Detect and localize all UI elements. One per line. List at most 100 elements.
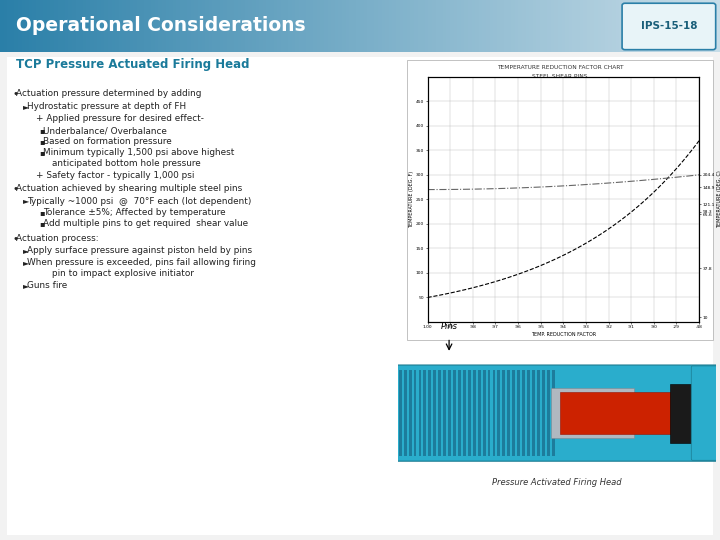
Bar bbox=[399, 370, 402, 456]
X-axis label: TEMP. REDUCTION FACTOR: TEMP. REDUCTION FACTOR bbox=[531, 332, 596, 336]
Bar bbox=[148, 0, 151, 52]
Bar bbox=[688, 0, 691, 52]
Bar bbox=[184, 0, 187, 52]
Bar bbox=[409, 370, 412, 456]
Bar bbox=[32, 0, 36, 52]
Bar bbox=[14, 0, 18, 52]
Bar bbox=[180, 0, 184, 52]
Bar bbox=[662, 0, 666, 52]
Bar bbox=[590, 0, 594, 52]
Bar bbox=[349, 0, 353, 52]
Bar bbox=[616, 0, 619, 52]
Bar bbox=[248, 0, 252, 52]
Text: Add multiple pins to get required  shear value: Add multiple pins to get required shear … bbox=[43, 219, 248, 228]
Bar bbox=[612, 0, 616, 52]
Bar bbox=[133, 0, 137, 52]
Bar bbox=[468, 370, 471, 456]
Bar bbox=[475, 0, 479, 52]
Text: ►: ► bbox=[23, 102, 30, 111]
Bar bbox=[634, 0, 637, 52]
Bar bbox=[306, 0, 310, 52]
Bar bbox=[463, 370, 466, 456]
Text: •: • bbox=[12, 89, 18, 99]
Bar bbox=[187, 0, 191, 52]
Bar bbox=[527, 370, 530, 456]
Bar bbox=[576, 0, 580, 52]
Bar bbox=[245, 0, 248, 52]
Bar bbox=[486, 0, 490, 52]
Bar bbox=[79, 0, 83, 52]
Bar bbox=[83, 0, 86, 52]
Bar bbox=[292, 0, 295, 52]
Bar bbox=[371, 0, 374, 52]
Bar bbox=[166, 0, 169, 52]
Text: pin to impact explosive initiator: pin to impact explosive initiator bbox=[52, 269, 194, 278]
Bar bbox=[119, 0, 122, 52]
Bar bbox=[709, 0, 713, 52]
Bar bbox=[356, 0, 360, 52]
Bar bbox=[508, 370, 510, 456]
Bar bbox=[360, 0, 364, 52]
Bar bbox=[526, 0, 529, 52]
Bar bbox=[423, 370, 426, 456]
Text: ▪: ▪ bbox=[40, 208, 45, 218]
Bar bbox=[713, 0, 716, 52]
Bar bbox=[605, 0, 608, 52]
Text: Pins: Pins bbox=[441, 322, 458, 331]
Bar bbox=[346, 0, 349, 52]
Bar bbox=[421, 0, 425, 52]
Bar bbox=[598, 0, 601, 52]
Bar bbox=[389, 0, 392, 52]
Bar bbox=[565, 0, 569, 52]
Bar bbox=[569, 0, 572, 52]
Text: Guns fire: Guns fire bbox=[27, 281, 68, 290]
Bar bbox=[0, 0, 4, 52]
Bar bbox=[7, 57, 713, 535]
Bar bbox=[284, 0, 288, 52]
Bar bbox=[536, 0, 540, 52]
Bar bbox=[295, 0, 299, 52]
Bar bbox=[583, 0, 587, 52]
Bar bbox=[130, 0, 133, 52]
Bar bbox=[266, 0, 270, 52]
Bar bbox=[403, 0, 407, 52]
FancyBboxPatch shape bbox=[551, 388, 634, 438]
Bar bbox=[198, 0, 202, 52]
Bar bbox=[274, 0, 277, 52]
Bar bbox=[540, 0, 544, 52]
Bar bbox=[587, 0, 590, 52]
FancyBboxPatch shape bbox=[560, 392, 672, 434]
Text: ▪: ▪ bbox=[40, 219, 45, 228]
Bar bbox=[68, 0, 72, 52]
Bar bbox=[508, 0, 511, 52]
FancyBboxPatch shape bbox=[670, 383, 693, 443]
Bar bbox=[374, 0, 378, 52]
Bar bbox=[641, 0, 644, 52]
Text: When pressure is exceeded, pins fail allowing firing: When pressure is exceeded, pins fail all… bbox=[27, 258, 256, 267]
Bar bbox=[504, 0, 508, 52]
Bar bbox=[288, 0, 292, 52]
Bar bbox=[382, 0, 385, 52]
Bar bbox=[716, 0, 720, 52]
Bar bbox=[104, 0, 108, 52]
Text: TCP Pressure Actuated Firing Head: TCP Pressure Actuated Firing Head bbox=[16, 58, 249, 71]
Y-axis label: TEMPERATURE (DEG. C): TEMPERATURE (DEG. C) bbox=[717, 171, 720, 228]
Bar bbox=[122, 0, 126, 52]
Bar bbox=[601, 0, 605, 52]
Bar bbox=[493, 0, 497, 52]
Bar bbox=[580, 0, 583, 52]
Bar bbox=[407, 0, 410, 52]
Bar bbox=[652, 0, 655, 52]
Bar bbox=[162, 0, 166, 52]
Bar bbox=[487, 370, 490, 456]
FancyBboxPatch shape bbox=[622, 3, 716, 50]
Bar bbox=[101, 0, 104, 52]
Bar bbox=[18, 0, 22, 52]
Bar bbox=[533, 0, 536, 52]
Bar bbox=[270, 0, 274, 52]
Text: Minimum typically 1,500 psi above highest: Minimum typically 1,500 psi above highes… bbox=[43, 148, 235, 157]
Bar bbox=[176, 0, 180, 52]
Bar bbox=[7, 0, 11, 52]
Bar bbox=[532, 370, 535, 456]
FancyBboxPatch shape bbox=[691, 366, 718, 460]
